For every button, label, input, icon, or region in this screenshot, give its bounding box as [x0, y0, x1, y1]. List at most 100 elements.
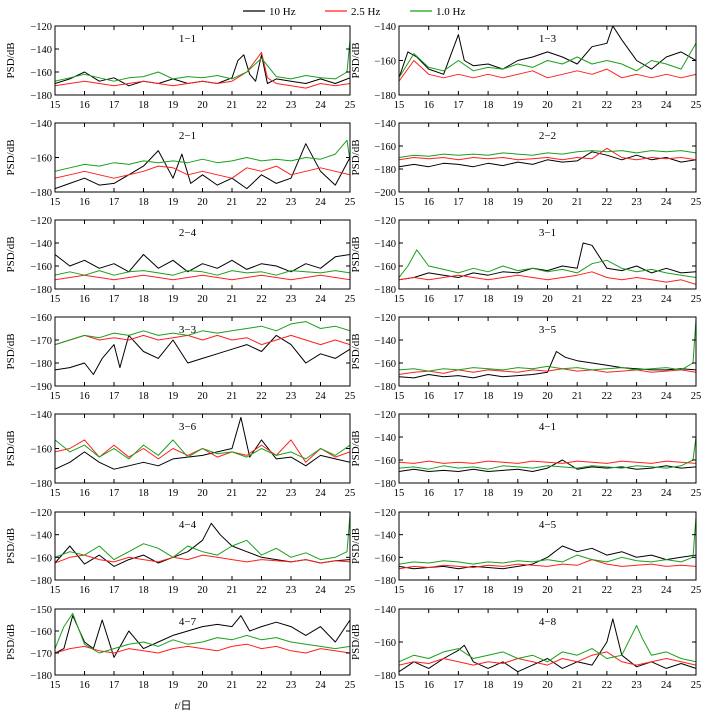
x-tick-label: 15 — [50, 100, 61, 111]
panel-title: 4−7 — [179, 616, 197, 628]
y-axis-label: PSD/dB — [5, 139, 17, 175]
x-tick-label: 18 — [138, 680, 149, 691]
y-tick-label: −150 — [30, 605, 52, 616]
series-line-2-5-hz-4-7 — [55, 643, 350, 654]
series-line-10-hz-4-5 — [399, 545, 696, 570]
x-tick-label: 16 — [423, 391, 434, 402]
y-tick-label: −120 — [374, 216, 396, 227]
y-tick-label: −140 — [30, 119, 52, 130]
x-tick-label: 19 — [168, 680, 179, 691]
y-tick-label: −120 — [374, 508, 396, 519]
x-tick-label: 18 — [138, 488, 149, 499]
panel-title: 3−3 — [179, 324, 197, 336]
series-line-10-hz-2-1 — [55, 143, 350, 190]
panel-4-1: 15 16 17 18 19 20 21 22 23 24 25 −120 −140 −160 −180 4−… — [350, 410, 701, 499]
panel-4-4: 15 16 17 18 19 20 21 22 23 24 25 −120 −140 −160 −180 4−… — [5, 508, 355, 596]
x-tick-label: 25 — [345, 100, 356, 111]
y-axis-label: PSD/dB — [350, 236, 362, 272]
y-tick-label: −180 — [374, 165, 396, 176]
series-line-1-0-hz-4-4 — [55, 514, 350, 561]
y-axis-label: PSD/dB — [5, 42, 17, 78]
y-tick-label: −140 — [30, 45, 52, 56]
series-line-10-hz-3-5 — [399, 351, 696, 379]
x-tick-label: 15 — [394, 680, 405, 691]
x-tick-label: 25 — [691, 100, 702, 111]
y-axis-label: PSD/dB — [5, 528, 17, 564]
y-tick-label: −170 — [30, 649, 52, 660]
y-axis-label: PSD/dB — [5, 624, 17, 660]
y-tick-label: −180 — [30, 188, 52, 199]
x-tick-label: 24 — [661, 488, 672, 499]
x-tick-label: 16 — [79, 197, 90, 208]
x-tick-label: 18 — [138, 391, 149, 402]
x-tick-label: 25 — [345, 680, 356, 691]
series-line-2-5-hz-4-5 — [399, 559, 696, 570]
x-axis-label-left: t/日 — [174, 700, 191, 712]
x-tick-label: 17 — [109, 488, 120, 499]
y-tick-label: −140 — [374, 433, 396, 444]
x-tick-label: 20 — [542, 391, 553, 402]
series-line-10-hz-4-8 — [399, 618, 696, 673]
panel-title: 4−1 — [539, 421, 556, 433]
x-tick-label: 22 — [602, 197, 613, 208]
series-line-1-0-hz-4-7 — [55, 612, 350, 654]
x-tick-label: 24 — [315, 294, 326, 305]
x-tick-label: 22 — [602, 391, 613, 402]
x-tick-label: 17 — [109, 294, 120, 305]
series-line-2-5-hz-2-1 — [55, 165, 350, 179]
y-tick-label: −160 — [374, 553, 396, 564]
y-axis-label: PSD/dB — [350, 42, 362, 78]
y-tick-label: −140 — [374, 239, 396, 250]
x-tick-label: 18 — [483, 680, 494, 691]
legend: 10 Hz 2.5 Hz 1.0 Hz — [243, 6, 465, 18]
y-tick-label: −180 — [30, 91, 52, 102]
x-tick-label: 22 — [256, 294, 267, 305]
x-tick-label: 15 — [394, 585, 405, 596]
panel-title: 1−1 — [179, 33, 196, 45]
x-tick-label: 22 — [602, 488, 613, 499]
x-tick-label: 15 — [50, 585, 61, 596]
y-tick-label: −120 — [30, 22, 52, 33]
series-line-1-0-hz-2-2 — [399, 150, 696, 158]
y-axis-label: PSD/dB — [350, 430, 362, 466]
x-tick-label: 19 — [513, 391, 524, 402]
y-tick-label: −180 — [30, 479, 52, 490]
x-tick-label: 25 — [691, 488, 702, 499]
panel-4-5: 15 16 17 18 19 20 21 22 23 24 25 −120 −140 −160 −180 4−… — [350, 508, 701, 596]
x-tick-label: 21 — [227, 294, 238, 305]
x-tick-label: 24 — [315, 585, 326, 596]
x-tick-label: 24 — [661, 391, 672, 402]
x-tick-label: 19 — [513, 488, 524, 499]
x-tick-label: 22 — [256, 391, 267, 402]
y-tick-label: −140 — [30, 531, 52, 542]
y-tick-label: −180 — [374, 91, 396, 102]
y-tick-label: −160 — [374, 359, 396, 370]
x-tick-label: 19 — [168, 488, 179, 499]
y-tick-label: −120 — [374, 313, 396, 324]
x-tick-label: 20 — [542, 197, 553, 208]
series-line-10-hz-1-3 — [399, 26, 696, 78]
y-tick-label: −120 — [30, 216, 52, 227]
y-tick-label: −180 — [374, 576, 396, 587]
x-tick-label: 18 — [483, 488, 494, 499]
x-tick-label: 22 — [602, 294, 613, 305]
series-line-1-0-hz-4-8 — [399, 625, 696, 663]
y-tick-label: −160 — [30, 262, 52, 273]
series-line-2-5-hz-4-8 — [399, 651, 696, 666]
x-tick-label: 21 — [227, 197, 238, 208]
x-tick-label: 22 — [602, 585, 613, 596]
y-tick-label: −160 — [30, 445, 52, 456]
series-line-1-0-hz-3-5 — [399, 319, 696, 372]
y-tick-label: −120 — [30, 508, 52, 519]
x-tick-label: 17 — [453, 294, 464, 305]
x-tick-label: 20 — [542, 294, 553, 305]
panel-1-3: 15 16 17 18 19 20 21 22 23 24 25 −140 −160 −180 1−3 PSD… — [350, 22, 701, 111]
x-tick-label: 22 — [256, 585, 267, 596]
y-tick-label: −180 — [374, 382, 396, 393]
x-tick-label: 15 — [50, 391, 61, 402]
x-tick-label: 18 — [483, 294, 494, 305]
x-tick-label: 15 — [394, 294, 405, 305]
x-tick-label: 21 — [227, 100, 238, 111]
y-tick-label: −160 — [30, 154, 52, 165]
y-axis-label: PSD/dB — [5, 333, 17, 369]
